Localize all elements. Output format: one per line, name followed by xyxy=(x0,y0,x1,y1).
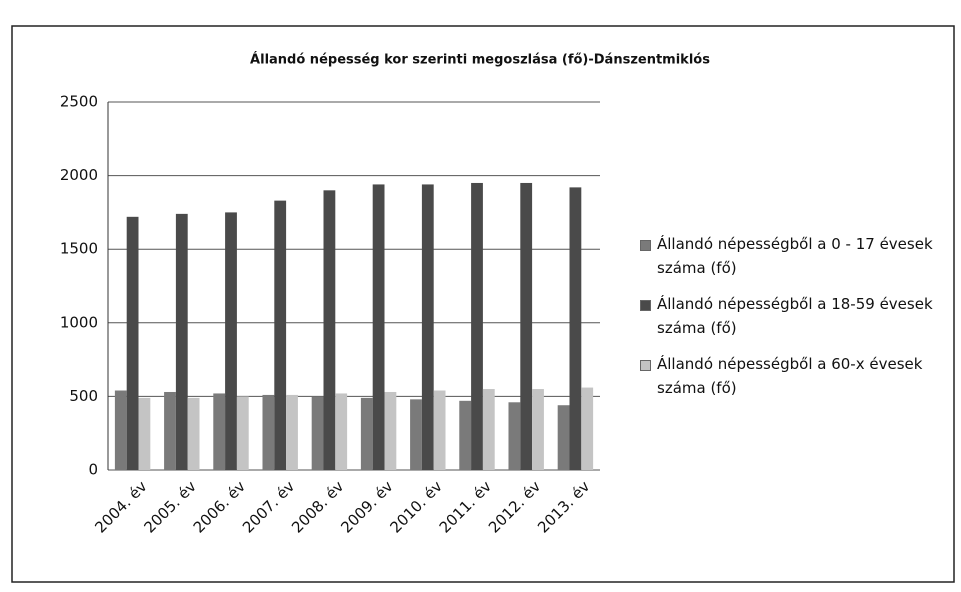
bar xyxy=(114,390,127,470)
bar xyxy=(532,389,544,470)
bar xyxy=(360,397,373,470)
x-tick-label: 2009. év xyxy=(337,477,396,536)
y-tick-label: 1500 xyxy=(60,240,98,258)
bar xyxy=(274,200,287,470)
bar xyxy=(236,396,249,470)
legend-item: Állandó népességből a 18-59 évesek száma… xyxy=(640,292,950,340)
bar xyxy=(335,393,348,470)
x-tick-label: 2008. év xyxy=(288,477,347,536)
bar xyxy=(175,213,188,470)
x-tick-label: 2004. év xyxy=(91,477,150,536)
legend-item: Állandó népességből a 60-x évesek száma … xyxy=(640,352,950,400)
bar xyxy=(569,187,582,470)
legend-swatch xyxy=(640,300,651,311)
y-tick-label: 2000 xyxy=(60,166,98,184)
x-tick-label: 2011. év xyxy=(436,477,495,536)
bar xyxy=(126,216,139,470)
x-tick-label: 2007. év xyxy=(239,477,298,536)
bar xyxy=(410,399,422,470)
bar xyxy=(187,397,200,470)
y-tick-label: 1000 xyxy=(60,313,98,331)
bar xyxy=(213,393,226,470)
x-tick-label: 2006. év xyxy=(190,477,249,536)
y-tick-label: 2500 xyxy=(60,93,98,111)
x-tick-label: 2013. év xyxy=(534,477,593,536)
x-tick-label: 2012. év xyxy=(485,477,544,536)
bar xyxy=(372,184,385,470)
legend-label: Állandó népességből a 60-x évesek száma … xyxy=(657,355,923,397)
bar xyxy=(508,402,521,470)
legend-item: Állandó népességből a 0 - 17 évesek szám… xyxy=(640,232,950,280)
chart-border xyxy=(11,25,955,583)
bar xyxy=(262,394,275,470)
legend-swatch xyxy=(640,360,651,371)
bar xyxy=(520,182,533,470)
bar xyxy=(581,387,594,470)
bar xyxy=(433,390,446,470)
bar xyxy=(482,389,495,470)
x-tick-label: 2010. év xyxy=(387,477,446,536)
y-tick-label: 0 xyxy=(88,461,98,479)
y-tick-label: 500 xyxy=(69,387,98,405)
bar xyxy=(384,391,397,470)
bar xyxy=(286,394,298,470)
legend-label: Állandó népességből a 0 - 17 évesek szám… xyxy=(657,235,933,277)
bar xyxy=(311,396,324,470)
bar xyxy=(471,182,483,470)
bar xyxy=(421,184,434,470)
bar xyxy=(557,405,570,470)
legend: Állandó népességből a 0 - 17 évesek szám… xyxy=(640,232,950,412)
legend-label: Állandó népességből a 18-59 évesek száma… xyxy=(657,295,933,337)
legend-swatch xyxy=(640,240,651,251)
chart-title: Állandó népesség kor szerinti megoszlása… xyxy=(250,52,710,68)
bar xyxy=(164,391,176,470)
bar xyxy=(323,190,336,470)
bar xyxy=(459,400,472,470)
bar xyxy=(225,212,237,470)
bar xyxy=(138,397,151,470)
x-tick-label: 2005. év xyxy=(141,477,200,536)
